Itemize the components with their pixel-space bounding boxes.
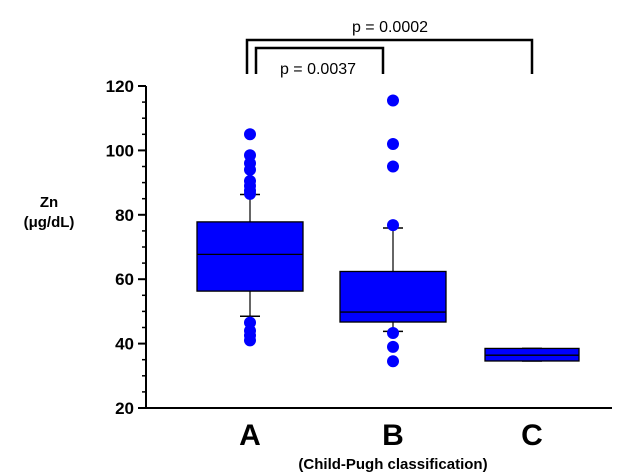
box-iqr: [196, 221, 304, 292]
boxes: [196, 94, 580, 368]
x-axis-title: (Child-Pugh classification): [298, 456, 487, 473]
box-group-c: [484, 347, 580, 362]
y-tick-label: 40: [115, 335, 134, 354]
outlier-point: [244, 163, 256, 176]
box-iqr: [339, 270, 447, 323]
y-tick-label: 120: [106, 77, 134, 96]
outlier-point: [387, 340, 399, 353]
p-value-a-b: p = 0.0037: [280, 61, 356, 78]
box-group-a: [196, 128, 304, 347]
axes: 20 40 60 80 100 120 A B C: [106, 77, 612, 452]
significance-annotations: p = 0.0002 p = 0.0037: [245, 19, 534, 78]
y-tick-label: 60: [115, 270, 134, 289]
outlier-point: [387, 355, 399, 368]
outlier-point: [387, 219, 399, 232]
y-tick-label: 80: [115, 206, 134, 225]
outlier-point: [244, 128, 256, 141]
outlier-point: [387, 326, 399, 339]
y-tick-label: 100: [106, 141, 134, 160]
outlier-point: [387, 94, 399, 107]
outlier-point: [244, 187, 256, 200]
outlier-point: [244, 334, 256, 347]
p-value-a-c: p = 0.0002: [352, 19, 428, 36]
x-category-label: C: [521, 419, 543, 452]
box-group-b: [339, 94, 447, 368]
y-axis-title-line2: (μg/dL): [24, 214, 75, 231]
x-category-label: A: [239, 419, 261, 452]
outlier-point: [387, 137, 399, 150]
bracket-a-b: [254, 46, 385, 74]
x-category-label: B: [382, 419, 404, 452]
y-tick-label: 20: [115, 399, 134, 418]
outlier-point: [387, 160, 399, 173]
bracket-a-c: [245, 38, 534, 74]
y-axis-title-line1: Zn: [40, 194, 58, 211]
